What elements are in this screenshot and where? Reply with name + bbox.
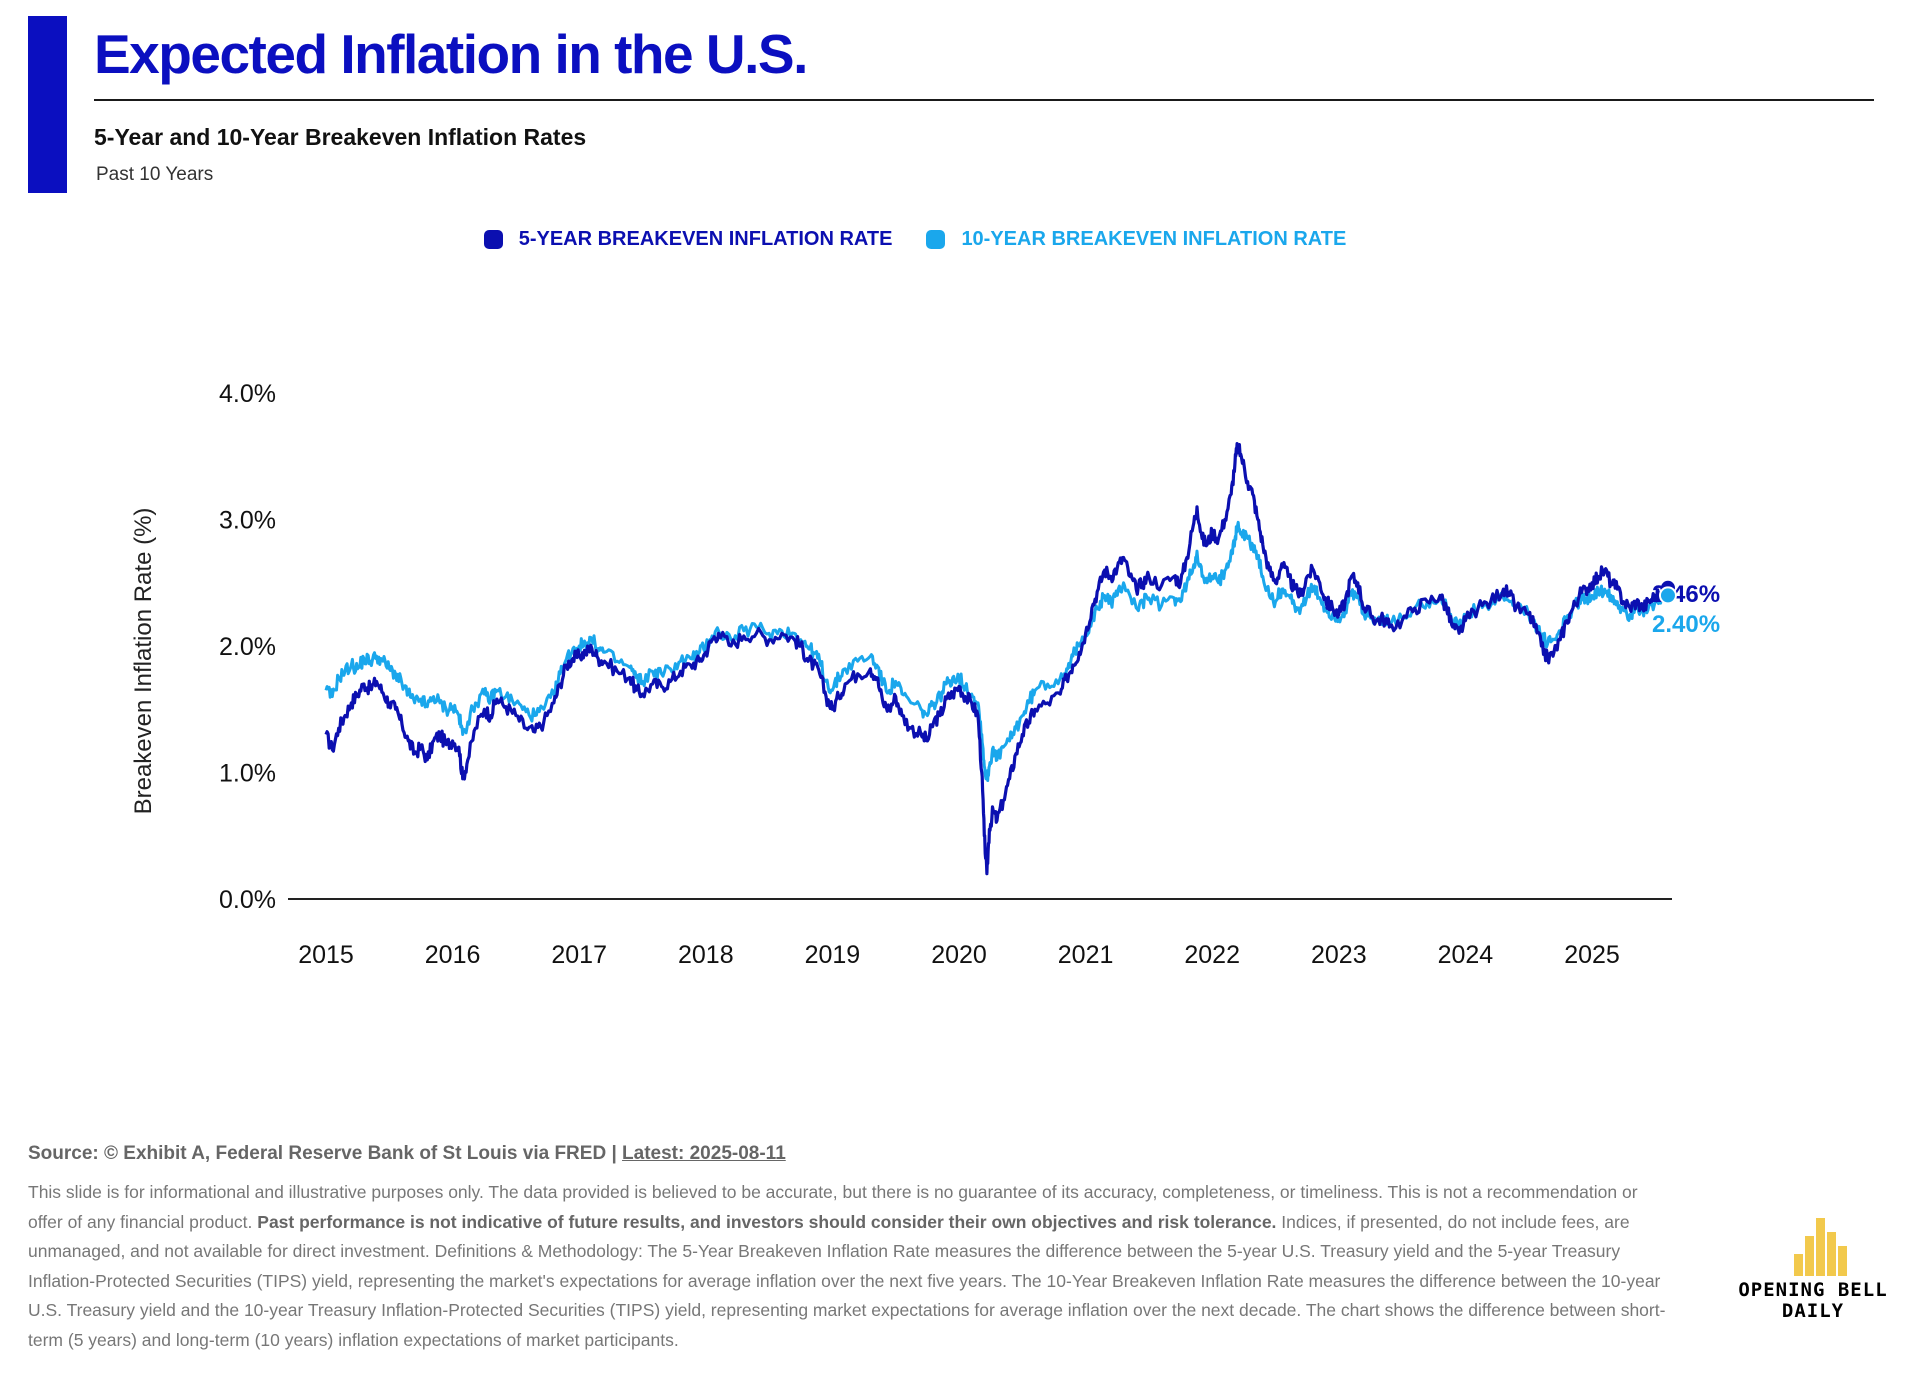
chart-period: Past 10 Years [96, 164, 214, 185]
source-line: Source: © Exhibit A, Federal Reserve Ban… [28, 1143, 786, 1165]
disclaimer-part-1: This slide is for informational and illu… [28, 1182, 1638, 1232]
logo-line-2: DAILY [1781, 1300, 1845, 1322]
legend-swatch-5y [483, 230, 503, 249]
y-tick-label: 4.0% [219, 380, 276, 408]
legend-item-10y: 10-YEAR BREAKEVEN INFLATION RATE [926, 228, 1346, 251]
logo-bars-icon [1794, 1218, 1848, 1276]
disclaimer-bold: Past performance is not indicative of fu… [257, 1211, 1277, 1232]
legend-item-5y: 5-YEAR BREAKEVEN INFLATION RATE [483, 228, 893, 251]
y-axis-label: Breakeven Inflation Rate (%) [130, 508, 157, 815]
legend-swatch-10y [926, 230, 946, 249]
title-divider [94, 99, 1874, 101]
x-tick-label: 2015 [298, 941, 354, 969]
latest-date: Latest: 2025-08-11 [622, 1143, 786, 1164]
x-tick-label: 2016 [425, 941, 481, 969]
x-tick-label: 2025 [1564, 941, 1620, 969]
x-tick-label: 2024 [1438, 941, 1494, 969]
legend-label-5y: 5-YEAR BREAKEVEN INFLATION RATE [518, 228, 893, 250]
series-line-5y [324, 442, 1669, 876]
source-text: Source: © Exhibit A, Federal Reserve Ban… [28, 1143, 623, 1164]
chart-subtitle: 5-Year and 10-Year Breakeven Inflation R… [94, 124, 587, 150]
legend-label-10y: 10-YEAR BREAKEVEN INFLATION RATE [961, 228, 1347, 250]
series-line-10y [324, 520, 1670, 782]
opening-bell-logo: OPENING BELL DAILY [1718, 1218, 1908, 1338]
y-tick-label: 0.0% [219, 886, 276, 914]
x-tick-label: 2021 [1058, 941, 1114, 969]
page-title: Expected Inflation in the U.S. [94, 23, 808, 85]
line-chart: 0.0% 1.0% 2.0% 3.0% 4.0% 2015 2016 2017 2018 201… [130, 380, 1720, 969]
accent-bar [28, 16, 67, 193]
x-tick-label: 2023 [1311, 941, 1367, 969]
logo-text: OPENING BELL DAILY [1718, 1280, 1908, 1322]
end-label-10y: 2.40% [1652, 611, 1720, 638]
disclaimer-part-2: Indices, if presented, do not include fe… [28, 1211, 1666, 1350]
logo-line-1: OPENING BELL [1738, 1279, 1888, 1301]
y-tick-label: 3.0% [219, 507, 276, 535]
y-tick-label: 2.0% [219, 633, 276, 661]
x-tick-label: 2018 [678, 941, 734, 969]
disclaimer: This slide is for informational and illu… [28, 1178, 1668, 1355]
chart-legend: 5-YEAR BREAKEVEN INFLATION RATE 10-YEAR … [0, 228, 1920, 251]
x-tick-label: 2019 [805, 941, 861, 969]
end-marker-10y [1658, 586, 1677, 605]
x-tick-label: 2022 [1184, 941, 1240, 969]
y-tick-label: 1.0% [219, 760, 276, 788]
x-tick-label: 2020 [931, 941, 987, 969]
x-tick-label: 2017 [551, 941, 607, 969]
